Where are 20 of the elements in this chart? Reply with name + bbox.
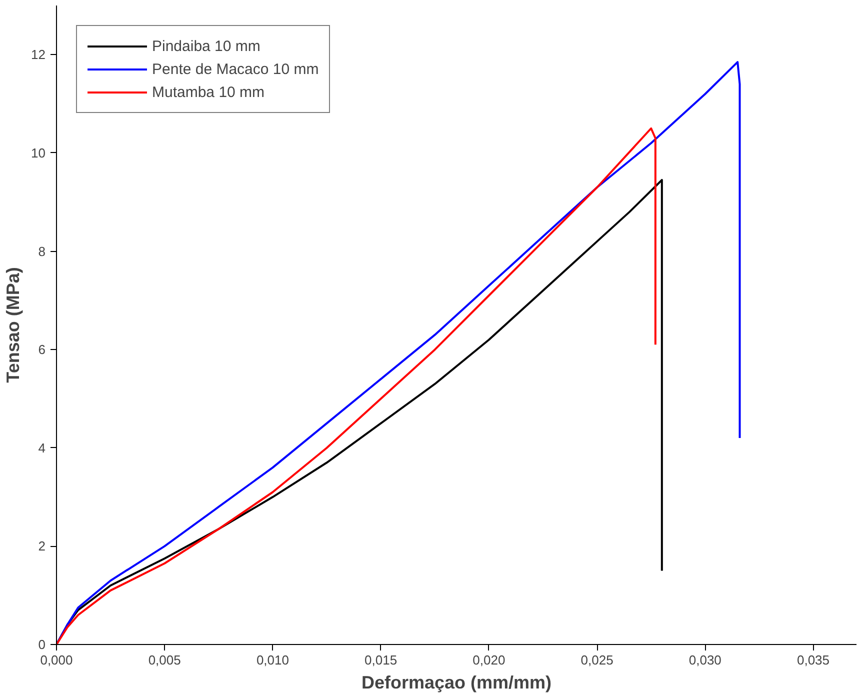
x-tick-label: 0,010 <box>256 652 289 668</box>
x-tick-label: 0,020 <box>472 652 506 668</box>
y-tick-label: 8 <box>38 244 46 259</box>
x-tick-label: 0,025 <box>580 652 614 668</box>
x-tick-label: 0,005 <box>148 652 181 668</box>
y-tick-label: 2 <box>38 538 46 554</box>
x-tick-label: 0,000 <box>40 652 73 668</box>
x-tick-label: 0,015 <box>364 652 398 668</box>
y-tick-label: 4 <box>38 440 46 456</box>
legend-label: Pindaiba 10 mm <box>152 38 260 54</box>
y-tick-label: 10 <box>31 145 46 160</box>
x-tick-label: 0,035 <box>796 652 830 668</box>
y-tick-label: 12 <box>31 47 46 62</box>
legend-label: Mutamba 10 mm <box>152 84 265 100</box>
x-axis-title: Deformaçao (mm/mm) <box>361 672 552 692</box>
y-tick-label: 6 <box>38 342 46 358</box>
y-tick-label: 0 <box>38 637 46 652</box>
x-tick-label: 0,030 <box>688 652 722 668</box>
y-axis-title: Tensao (MPa) <box>3 267 24 383</box>
legend-label: Pente de Macaco 10 mm <box>152 60 319 78</box>
